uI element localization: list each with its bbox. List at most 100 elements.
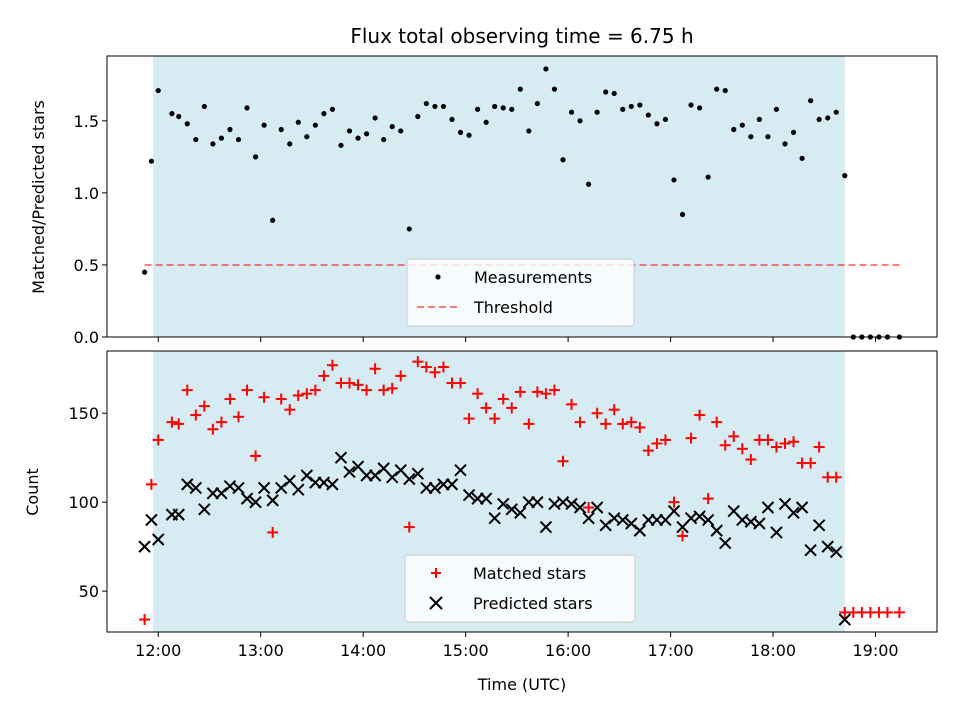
measurement-point [492, 103, 498, 110]
predicted-star-point [385, 471, 399, 484]
measurement-point [697, 105, 703, 111]
matched-star-point [685, 432, 697, 444]
matched-star-point [762, 434, 774, 446]
ratio-y-axis-label: Matched/Predicted stars [29, 100, 48, 294]
measurement-point [381, 136, 387, 143]
measurement-point [389, 124, 395, 130]
measurement-point [252, 154, 259, 160]
x-tick-label: 14:00 [340, 641, 386, 660]
matched-star-point [190, 409, 202, 421]
predicted-star-point [590, 501, 604, 514]
matched-star-point [574, 416, 586, 428]
measurement-point [346, 128, 353, 134]
x-tick-label: 16:00 [545, 641, 591, 660]
y-tick-label: 100 [68, 493, 99, 512]
count-legend-box [404, 554, 636, 623]
matched-star-point [395, 370, 407, 382]
matched-star-point [506, 402, 518, 414]
matched-star-point [361, 384, 373, 396]
y-tick-label: 1.5 [74, 112, 99, 131]
matched-star-point [378, 384, 390, 396]
predicted-star-point [189, 481, 203, 495]
measurement-point [586, 181, 592, 187]
measurement-point [654, 121, 660, 127]
predicted-star-point [411, 467, 425, 480]
predicted-star-point [616, 513, 629, 527]
ratio-legend: Measurements Threshold [406, 258, 635, 327]
measurement-point [201, 103, 207, 110]
matched-star-point [139, 614, 151, 626]
measurement-point [825, 115, 831, 121]
matched-star-point [145, 478, 157, 490]
matched-star-point [728, 430, 740, 442]
matched-star-point [463, 413, 475, 425]
matched-star-point [326, 359, 338, 371]
predicted-star-point [804, 543, 817, 557]
predicted-star-point [531, 495, 544, 509]
measurement-point [155, 87, 161, 94]
predicted-star-point [232, 481, 245, 495]
matched-star-point [893, 606, 905, 618]
measurement-point [637, 102, 643, 108]
predicted-star-point [334, 451, 348, 464]
matched-star-point [267, 526, 279, 538]
matched-star-point [659, 434, 671, 446]
matched-star-point [813, 441, 825, 453]
matched-star-point [625, 416, 637, 428]
predicted-star-point [249, 495, 262, 509]
measurement-point [244, 105, 250, 111]
predicted-star-point [445, 478, 459, 491]
matched-star-point [770, 441, 782, 453]
legend-threshold-label: Threshold [473, 298, 553, 317]
measurement-point [483, 119, 489, 125]
matched-star-point [369, 363, 381, 375]
matched-star-point [677, 530, 689, 542]
measurement-point [295, 119, 301, 125]
measurement-point [500, 105, 506, 111]
matched-star-point [711, 416, 723, 428]
measurement-point [748, 134, 754, 140]
measurement-point [568, 109, 575, 115]
measurement-point [526, 128, 532, 134]
measurement-point [517, 86, 523, 92]
matched-star-point [166, 416, 178, 428]
matched-star-point [233, 411, 245, 423]
predicted-star-point [300, 469, 314, 482]
measurement-point [466, 132, 472, 138]
measurement-point [355, 135, 361, 141]
predicted-star-point [701, 513, 715, 527]
matched-star-point [600, 418, 612, 430]
matched-star-point [514, 386, 526, 398]
matched-star-point [583, 502, 595, 514]
y-tick-label: 150 [68, 404, 99, 423]
matched-star-point [275, 393, 287, 405]
count-axes-frame [106, 350, 938, 633]
measurement-point [270, 217, 276, 223]
predicted-star-point [565, 497, 578, 511]
matched-star-point [207, 423, 219, 435]
chart-title: Flux total observing time = 6.75 h [350, 24, 693, 48]
measurement-point [833, 109, 839, 115]
predicted-star-point [830, 545, 843, 559]
count-y-ticks: 50 100 150 [68, 404, 107, 601]
count-x-ticks: 12:00 13:00 14:00 15:00 16:00 17:00 18:00 19:00 [135, 632, 899, 660]
measurement-point [722, 87, 728, 94]
measurement-point [440, 103, 447, 110]
measurement-point [816, 116, 822, 123]
predicted-star-point [138, 540, 151, 553]
matched-star-point [548, 384, 560, 396]
predicted-star-point [403, 472, 416, 486]
measurement-point [543, 66, 549, 72]
matched-star-point [403, 521, 415, 533]
matched-star-point [284, 404, 296, 416]
matched-star-point [258, 391, 270, 403]
predicted-star-point [838, 613, 851, 626]
matched-star-point [719, 439, 731, 451]
y-tick-label: 0.0 [74, 328, 99, 347]
predicted-star-point [497, 497, 510, 511]
matched-star-point [309, 384, 321, 396]
matched-star-point [455, 377, 467, 389]
measurement-point [560, 157, 566, 163]
measurement-point [808, 98, 814, 104]
measurement-point [449, 116, 455, 123]
